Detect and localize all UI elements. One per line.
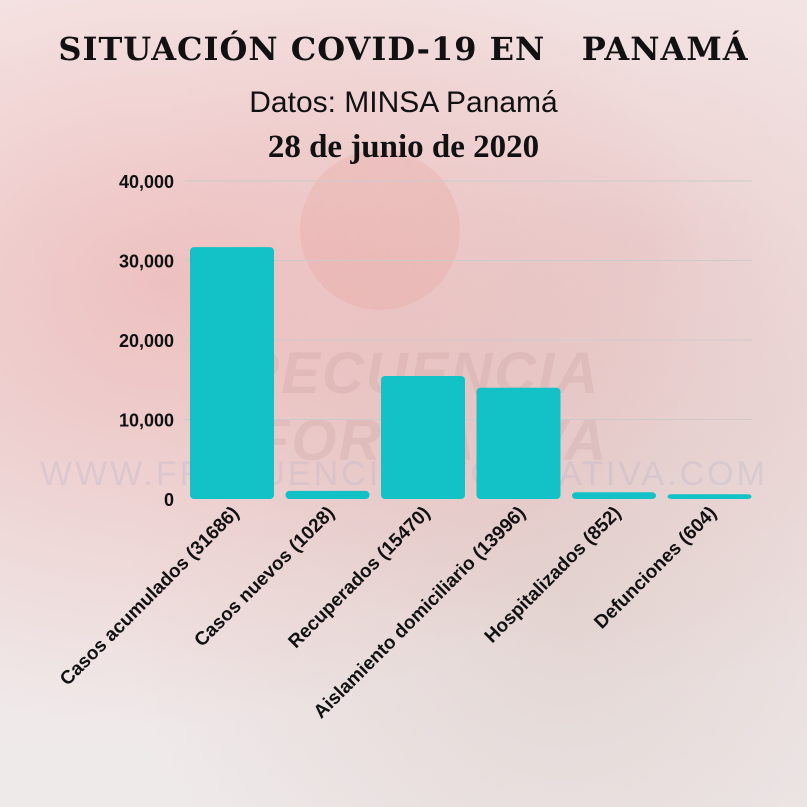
chart-subtitle: Datos: MINSA Panamá	[249, 86, 558, 119]
bar	[476, 387, 561, 499]
y-tick-label: 20,000	[119, 331, 174, 351]
bar	[667, 494, 752, 499]
bar	[572, 492, 656, 499]
bar	[381, 376, 465, 499]
bar	[190, 247, 274, 499]
x-category-label: Aislamiento domiciliario (13996)	[310, 503, 530, 723]
y-tick-label: 30,000	[119, 252, 174, 272]
bar	[285, 490, 370, 499]
chart-date: 28 de junio de 2020	[267, 129, 540, 165]
chart-title: SITUACIÓN COVID-19 EN PANAMÁ	[58, 30, 749, 68]
y-tick-label: 40,000	[119, 172, 174, 192]
x-category-label: Casos acumulados (31686)	[56, 503, 243, 690]
y-tick-label: 10,000	[119, 411, 174, 431]
y-tick-label: 0	[164, 490, 174, 510]
watermark-logo	[300, 150, 460, 310]
